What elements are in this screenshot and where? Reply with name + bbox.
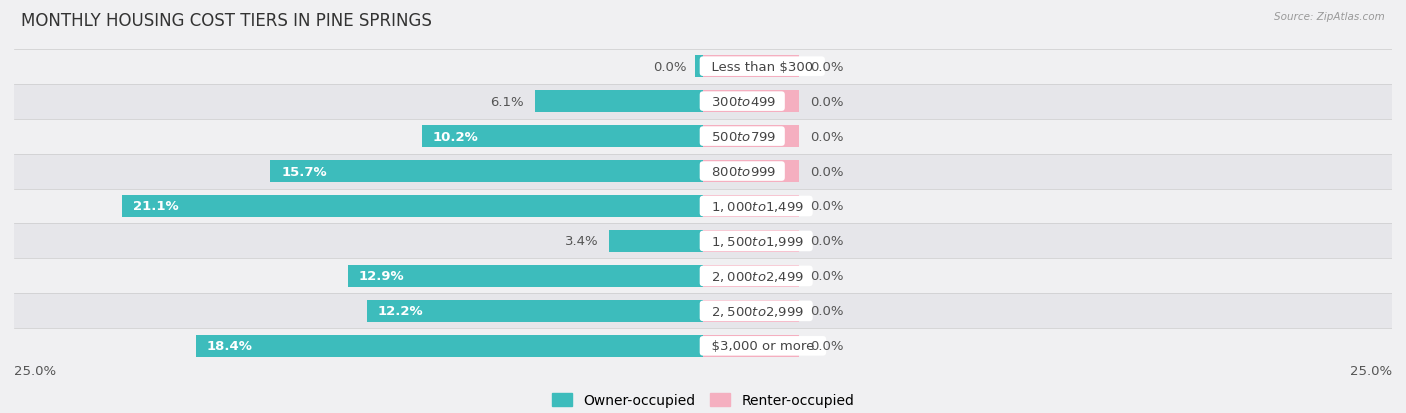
Bar [14, 294, 1392, 329]
Bar [695, 56, 703, 78]
Text: $2,000 to $2,499: $2,000 to $2,499 [703, 269, 810, 283]
Text: 0.0%: 0.0% [810, 200, 844, 213]
Bar [703, 56, 800, 78]
Bar [534, 91, 703, 113]
Text: 0.0%: 0.0% [810, 61, 844, 74]
Bar [703, 91, 800, 113]
Bar [14, 189, 1392, 224]
Text: 12.9%: 12.9% [359, 270, 404, 283]
Text: 15.7%: 15.7% [281, 165, 328, 178]
Text: 6.1%: 6.1% [491, 95, 524, 108]
Text: 0.0%: 0.0% [810, 130, 844, 143]
Bar [703, 335, 800, 357]
Bar [609, 230, 703, 252]
Bar [703, 126, 800, 147]
Text: 3.4%: 3.4% [565, 235, 599, 248]
Bar [703, 266, 800, 287]
Text: $3,000 or more: $3,000 or more [703, 339, 823, 352]
Text: $2,500 to $2,999: $2,500 to $2,999 [703, 304, 810, 318]
Text: 0.0%: 0.0% [810, 235, 844, 248]
Bar [703, 161, 800, 183]
Bar [14, 259, 1392, 294]
Bar [703, 230, 800, 252]
Text: MONTHLY HOUSING COST TIERS IN PINE SPRINGS: MONTHLY HOUSING COST TIERS IN PINE SPRIN… [21, 12, 432, 30]
Text: $1,000 to $1,499: $1,000 to $1,499 [703, 199, 810, 214]
Text: 12.2%: 12.2% [378, 305, 423, 318]
Text: 10.2%: 10.2% [433, 130, 478, 143]
Bar [367, 300, 703, 322]
Bar [14, 154, 1392, 189]
Text: $800 to $999: $800 to $999 [703, 165, 782, 178]
Text: 21.1%: 21.1% [132, 200, 179, 213]
Bar [195, 335, 703, 357]
Text: $300 to $499: $300 to $499 [703, 95, 782, 108]
Bar [14, 329, 1392, 363]
Legend: Owner-occupied, Renter-occupied: Owner-occupied, Renter-occupied [546, 388, 860, 413]
Bar [422, 126, 703, 147]
Bar [270, 161, 703, 183]
Text: 0.0%: 0.0% [810, 339, 844, 352]
Text: 0.0%: 0.0% [652, 61, 686, 74]
Bar [14, 119, 1392, 154]
Text: 0.0%: 0.0% [810, 165, 844, 178]
Bar [703, 300, 800, 322]
Text: Less than $300: Less than $300 [703, 61, 821, 74]
Bar [703, 196, 800, 217]
Text: 0.0%: 0.0% [810, 95, 844, 108]
Bar [14, 84, 1392, 119]
Text: 25.0%: 25.0% [14, 364, 56, 377]
Text: 18.4%: 18.4% [207, 339, 253, 352]
Text: Source: ZipAtlas.com: Source: ZipAtlas.com [1274, 12, 1385, 22]
Bar [347, 266, 703, 287]
Text: 25.0%: 25.0% [1350, 364, 1392, 377]
Bar [14, 50, 1392, 84]
Bar [121, 196, 703, 217]
Text: 0.0%: 0.0% [810, 270, 844, 283]
Text: 0.0%: 0.0% [810, 305, 844, 318]
Text: $1,500 to $1,999: $1,500 to $1,999 [703, 235, 810, 248]
Text: $500 to $799: $500 to $799 [703, 130, 782, 143]
Bar [14, 224, 1392, 259]
